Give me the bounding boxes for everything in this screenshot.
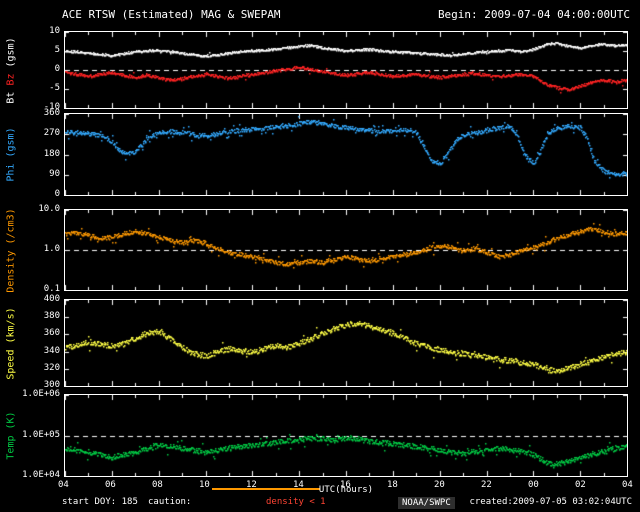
x-tick-label: 14 — [293, 480, 304, 490]
x-tick-label: 20 — [434, 480, 445, 490]
y-axis-label-part: Bz — [5, 66, 17, 86]
y-tick-label: 180 — [43, 148, 60, 159]
y-axis-label-part: Density (/cm3) — [5, 207, 17, 293]
y-tick-label: 360 — [43, 328, 60, 339]
title-bar: ACE RTSW (Estimated) MAG & SWEPAM Begin:… — [62, 8, 630, 21]
y-tick-label: -5 — [49, 83, 60, 93]
y-tick-labels-density: 10.0 1.0 0.1 — [20, 205, 62, 294]
y-axis-title-temp: Temp (K) — [0, 394, 22, 477]
y-tick-label: 5 — [54, 45, 60, 55]
y-tick-label: 360 — [43, 108, 60, 118]
y-axis-label-part: Speed (km/s) — [5, 306, 17, 380]
x-tick-label: 04 — [58, 480, 69, 490]
x-tick-label: 18 — [387, 480, 398, 490]
begin-timestamp: Begin: 2009-07-04 04:00:00UTC — [437, 8, 630, 21]
x-tick-label: 22 — [481, 480, 492, 490]
y-axis-label-part: Bt — [5, 85, 17, 104]
caution-interval-bar — [212, 488, 321, 490]
y-tick-label: 90 — [49, 168, 60, 179]
y-tick-label: 1.0 — [43, 244, 60, 254]
y-tick-label: 1.0E+06 — [22, 389, 60, 399]
x-tick-label: 04 — [622, 480, 633, 490]
panel-temp: Temp (K) 1.0E+06 1.0E+05 1.0E+04 — [0, 390, 640, 480]
created-timestamp: created:2009-07-05 03:02:04UTC — [469, 497, 632, 507]
temp-plot-canvas — [64, 394, 628, 477]
y-tick-label: 1.0E+04 — [22, 470, 60, 480]
x-axis-title: UTC(hours) — [318, 485, 374, 495]
caution-density-label: density < 1 — [266, 497, 326, 507]
y-tick-label: 300 — [43, 380, 60, 390]
y-tick-label: 270 — [43, 128, 60, 139]
y-tick-label: 380 — [43, 311, 60, 322]
panel-speed: Speed (km/s) 400 380 360 340 320 300 — [0, 295, 640, 390]
x-tick-labels: 04 06 08 10 12 14 16 18 20 22 00 02 04 — [0, 480, 640, 491]
y-tick-label: 1.0E+05 — [22, 429, 60, 440]
y-axis-title-density: Density (/cm3) — [0, 207, 22, 293]
y-tick-label: 10 — [49, 26, 60, 36]
phi-plot-canvas — [64, 113, 628, 196]
y-tick-label: -10 — [43, 102, 60, 112]
density-plot-canvas — [64, 209, 628, 291]
y-axis-title-mag: Bt Bz (gsm) — [0, 31, 22, 109]
x-tick-label: 12 — [246, 480, 257, 490]
y-tick-labels-phi: 360 270 180 90 0 — [20, 109, 62, 199]
panel-mag: Bt Bz (gsm) 10 5 0 -5 -10 — [0, 27, 640, 112]
y-tick-label: 400 — [43, 294, 60, 304]
y-tick-label: 0 — [54, 64, 60, 74]
y-tick-label: 320 — [43, 362, 60, 373]
y-axis-label-part: Phi (gsm) — [5, 127, 17, 182]
y-axis-label-part: Temp (K) — [5, 411, 17, 460]
source-label: NOAA/SWPC — [398, 497, 455, 509]
y-tick-label: 10.0 — [38, 204, 60, 214]
y-tick-label: 0 — [54, 189, 60, 199]
y-axis-title-speed: Speed (km/s) — [0, 299, 22, 387]
start-doy-label: start DOY: 185 — [62, 497, 138, 507]
x-tick-label: 08 — [152, 480, 163, 490]
y-tick-labels-speed: 400 380 360 340 320 300 — [20, 295, 62, 390]
y-axis-title-phi: Phi (gsm) — [0, 113, 22, 196]
plot-title: ACE RTSW (Estimated) MAG & SWEPAM — [62, 8, 281, 21]
panel-phi: Phi (gsm) 360 270 180 90 0 — [0, 109, 640, 199]
y-tick-label: 0.1 — [43, 284, 60, 294]
y-tick-labels-mag: 10 5 0 -5 -10 — [20, 27, 62, 112]
panel-density: Density (/cm3) 10.0 1.0 0.1 — [0, 205, 640, 294]
mag-plot-canvas — [64, 31, 628, 109]
y-tick-label: 340 — [43, 345, 60, 356]
caution-label: caution: — [148, 497, 192, 507]
x-tick-label: 16 — [340, 480, 351, 490]
x-tick-label: 10 — [199, 480, 210, 490]
x-tick-label: 06 — [105, 480, 116, 490]
x-tick-label: 02 — [575, 480, 586, 490]
y-axis-label-part: (gsm) — [5, 36, 17, 67]
y-tick-labels-temp: 1.0E+06 1.0E+05 1.0E+04 — [20, 390, 62, 480]
x-tick-label: 00 — [528, 480, 539, 490]
speed-plot-canvas — [64, 299, 628, 387]
